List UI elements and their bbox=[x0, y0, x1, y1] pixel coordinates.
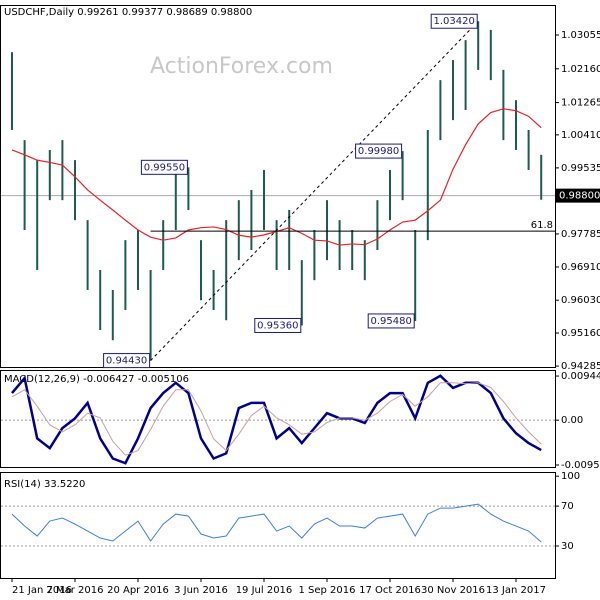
annotation-label: 0.99980 bbox=[358, 146, 399, 157]
x-tick-label: 13 Jan 2017 bbox=[486, 585, 546, 596]
x-tick-label: 17 Oct 2016 bbox=[359, 585, 421, 596]
indicator-line bbox=[11, 503, 542, 543]
annotation-label: 0.95360 bbox=[257, 320, 298, 331]
x-tick-label: 3 Jun 2016 bbox=[174, 585, 228, 596]
annotation-box bbox=[367, 313, 415, 329]
x-tick-label: 21 Jan 2016 bbox=[12, 585, 72, 596]
y-tick-label: 1.00410 bbox=[561, 130, 600, 141]
y-tick-label: 100 bbox=[561, 471, 580, 482]
macd-title: MACD(12,26,9) -0.006427 -0.005106 bbox=[4, 374, 189, 385]
last-price-label: 0.98800 bbox=[559, 191, 600, 202]
x-tick-label: 7 Mar 2016 bbox=[46, 585, 103, 596]
y-tick-label: 1.01265 bbox=[561, 98, 600, 109]
rsi-panel bbox=[0, 472, 556, 579]
y-tick-label: 0.96030 bbox=[561, 295, 600, 306]
x-tick-label: 1 Sep 2016 bbox=[298, 585, 355, 596]
y-tick-label: -0.009588 bbox=[561, 460, 600, 471]
y-tick-label: 0.96910 bbox=[561, 262, 600, 273]
fib-label: 61.8 bbox=[531, 220, 553, 231]
watermark: ActionForex.com bbox=[150, 54, 333, 79]
annotation-box bbox=[254, 317, 302, 333]
x-tick-label: 19 Jul 2016 bbox=[236, 585, 293, 596]
y-tick-label: 1.02160 bbox=[561, 64, 600, 75]
annotation-label: 0.99550 bbox=[144, 162, 185, 173]
y-tick-label: 0.95160 bbox=[561, 328, 600, 339]
annotation-box bbox=[140, 159, 188, 175]
y-tick-label: 70 bbox=[561, 501, 574, 512]
annotation-label: 0.95480 bbox=[371, 316, 412, 327]
trend-line bbox=[150, 20, 479, 361]
price-title: USDCHF,Daily 0.99261 0.99377 0.98689 0.9… bbox=[4, 7, 252, 18]
rsi-title: RSI(14) 33.5220 bbox=[4, 479, 85, 490]
y-tick-label: 0.009446 bbox=[561, 371, 600, 382]
annotation-label: 0.94430 bbox=[106, 356, 147, 367]
y-tick-label: 30 bbox=[561, 541, 574, 552]
y-tick-label: 0.94285 bbox=[561, 361, 600, 372]
indicator-line bbox=[11, 382, 542, 456]
last-price-box bbox=[555, 188, 600, 203]
y-tick-label: 0.99535 bbox=[561, 163, 600, 174]
x-tick-label: 30 Nov 2016 bbox=[421, 585, 485, 596]
price-panel bbox=[0, 5, 556, 368]
annotation-box bbox=[430, 13, 478, 29]
y-tick-label: 0.97785 bbox=[561, 229, 600, 240]
y-tick-label: 0.00 bbox=[561, 415, 583, 426]
annotation-box bbox=[355, 143, 403, 159]
y-tick-label: 1.03055 bbox=[561, 30, 600, 41]
annotation-box bbox=[103, 353, 151, 369]
annotation-label: 1.03420 bbox=[434, 16, 475, 27]
x-tick-label: 20 Apr 2016 bbox=[107, 585, 169, 596]
macd-panel bbox=[0, 370, 556, 468]
indicator-line bbox=[11, 374, 542, 465]
